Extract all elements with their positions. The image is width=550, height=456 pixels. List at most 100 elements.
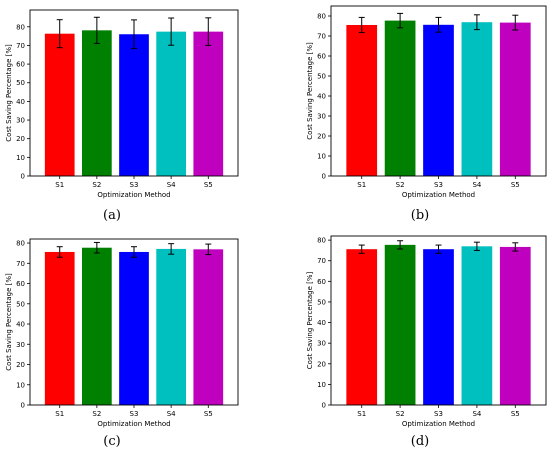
y-tick-label-60: 60 (317, 53, 326, 61)
y-tick-label-50: 50 (16, 300, 25, 308)
x-tick-label-s1: S1 (357, 181, 366, 189)
plot-frame-b (330, 5, 547, 177)
x-tick-label-s5: S5 (204, 410, 213, 418)
y-tick-label-80: 80 (16, 23, 25, 31)
caption-d: (d) (410, 434, 430, 449)
bar-s2 (384, 20, 416, 176)
y-tick-label-60: 60 (317, 278, 326, 286)
bar-s3 (423, 24, 454, 176)
bar-s2 (82, 247, 112, 405)
x-tick-label-s2: S2 (396, 181, 405, 189)
y-tick-label-30: 30 (16, 341, 25, 349)
chart-a: S1 S2 S3 S4 S5 0 10 20 30 40 50 60 70 80 Optimization … (5, 9, 239, 199)
x-axis-title-b: Optimization Method (402, 191, 475, 199)
bar-s2 (82, 30, 112, 176)
panel-d: S1 S2 S3 S4 S5 0 10 20 30 40 50 60 70 80 Optimization … (275, 228, 550, 456)
x-axis-title-a: Optimization Method (97, 191, 170, 199)
x-tick-label-s3: S3 (434, 410, 443, 418)
x-tick-label-s5: S5 (204, 181, 213, 189)
y-tick-label-0: 0 (21, 173, 25, 181)
bar-s4 (461, 22, 493, 177)
x-tick-label-s3: S3 (130, 181, 139, 189)
y-tick-label-70: 70 (16, 42, 25, 50)
y-tick-label-10: 10 (16, 154, 25, 162)
y-tick-label-50: 50 (16, 79, 25, 87)
caption-a: (a) (103, 208, 121, 223)
bar-s5 (193, 31, 224, 176)
x-tick-label-s5: S5 (511, 410, 520, 418)
x-tick-label-s3: S3 (434, 181, 443, 189)
y-tick-label-50: 50 (317, 298, 326, 306)
y-axis-title-b: Cost Saving Percentage [%] (306, 42, 314, 140)
plot-frame-c (29, 238, 239, 406)
bar-s3 (119, 251, 149, 405)
y-tick-label-0: 0 (322, 173, 326, 181)
bar-s1 (44, 251, 75, 405)
bar-s5 (499, 246, 531, 405)
y-axis-title-a: Cost Saving Percentage [%] (5, 44, 13, 142)
x-axis-title-c: Optimization Method (97, 420, 170, 428)
bar-s4 (156, 31, 186, 176)
bar-s2 (384, 244, 416, 405)
y-tick-label-10: 10 (317, 381, 326, 389)
y-tick-label-80: 80 (317, 13, 326, 21)
panel-a: S1 S2 S3 S4 S5 0 10 20 30 40 50 60 70 80 Optimization … (0, 0, 275, 228)
y-tick-label-80: 80 (16, 240, 25, 248)
bar-s3 (423, 249, 454, 405)
y-tick-label-30: 30 (16, 117, 25, 125)
x-tick-label-s5: S5 (511, 181, 520, 189)
plot-frame-a (29, 9, 239, 177)
y-tick-label-70: 70 (16, 260, 25, 268)
chart-c: S1 S2 S3 S4 S5 0 10 20 30 40 50 60 70 80 Optimization … (5, 238, 239, 428)
panel-c: S1 S2 S3 S4 S5 0 10 20 30 40 50 60 70 80 Optimization … (0, 228, 275, 456)
y-tick-label-0: 0 (21, 402, 25, 410)
y-axis-title-c: Cost Saving Percentage [%] (5, 273, 13, 371)
y-tick-label-80: 80 (317, 237, 326, 245)
y-tick-label-10: 10 (16, 381, 25, 389)
x-tick-label-s4: S4 (167, 181, 176, 189)
y-tick-label-40: 40 (317, 93, 326, 101)
bar-s5 (499, 22, 531, 176)
y-tick-label-60: 60 (16, 280, 25, 288)
y-tick-label-0: 0 (322, 402, 326, 410)
y-tick-label-30: 30 (317, 340, 326, 348)
x-tick-label-s1: S1 (55, 410, 64, 418)
y-tick-label-20: 20 (317, 133, 326, 141)
bar-s5 (193, 249, 224, 405)
x-tick-label-s2: S2 (92, 410, 101, 418)
y-tick-label-70: 70 (317, 257, 326, 265)
plot-frame-d (330, 235, 547, 406)
y-tick-label-40: 40 (317, 319, 326, 327)
y-tick-label-20: 20 (16, 135, 25, 143)
x-tick-label-s4: S4 (167, 410, 176, 418)
y-tick-label-50: 50 (317, 73, 326, 81)
caption-b: (b) (410, 208, 430, 223)
y-tick-label-60: 60 (16, 61, 25, 69)
panel-b: S1 S2 S3 S4 S5 0 10 20 30 40 50 60 70 80 Optimization … (275, 0, 550, 228)
caption-c: (c) (103, 434, 121, 449)
bar-s1 (346, 25, 378, 176)
bar-s1 (44, 33, 75, 177)
x-tick-label-s1: S1 (357, 410, 366, 418)
bar-s1 (346, 249, 378, 405)
y-tick-label-40: 40 (16, 321, 25, 329)
y-tick-label-30: 30 (317, 113, 326, 121)
bar-s4 (461, 246, 493, 405)
x-tick-label-s4: S4 (472, 410, 481, 418)
y-tick-label-20: 20 (16, 361, 25, 369)
y-tick-label-70: 70 (317, 33, 326, 41)
x-tick-label-s1: S1 (55, 181, 64, 189)
chart-d: S1 S2 S3 S4 S5 0 10 20 30 40 50 60 70 80 Optimization … (306, 235, 547, 428)
x-tick-label-s3: S3 (130, 410, 139, 418)
chart-b: S1 S2 S3 S4 S5 0 10 20 30 40 50 60 70 80 Optimization … (306, 5, 547, 199)
x-tick-label-s2: S2 (92, 181, 101, 189)
x-tick-label-s4: S4 (472, 181, 481, 189)
x-axis-title-d: Optimization Method (402, 420, 475, 428)
y-tick-label-10: 10 (317, 153, 326, 161)
x-tick-label-s2: S2 (396, 410, 405, 418)
y-tick-label-20: 20 (317, 360, 326, 368)
bar-s4 (156, 248, 186, 405)
y-axis-title-d: Cost Saving Percentage [%] (306, 272, 314, 370)
y-tick-label-40: 40 (16, 98, 25, 106)
